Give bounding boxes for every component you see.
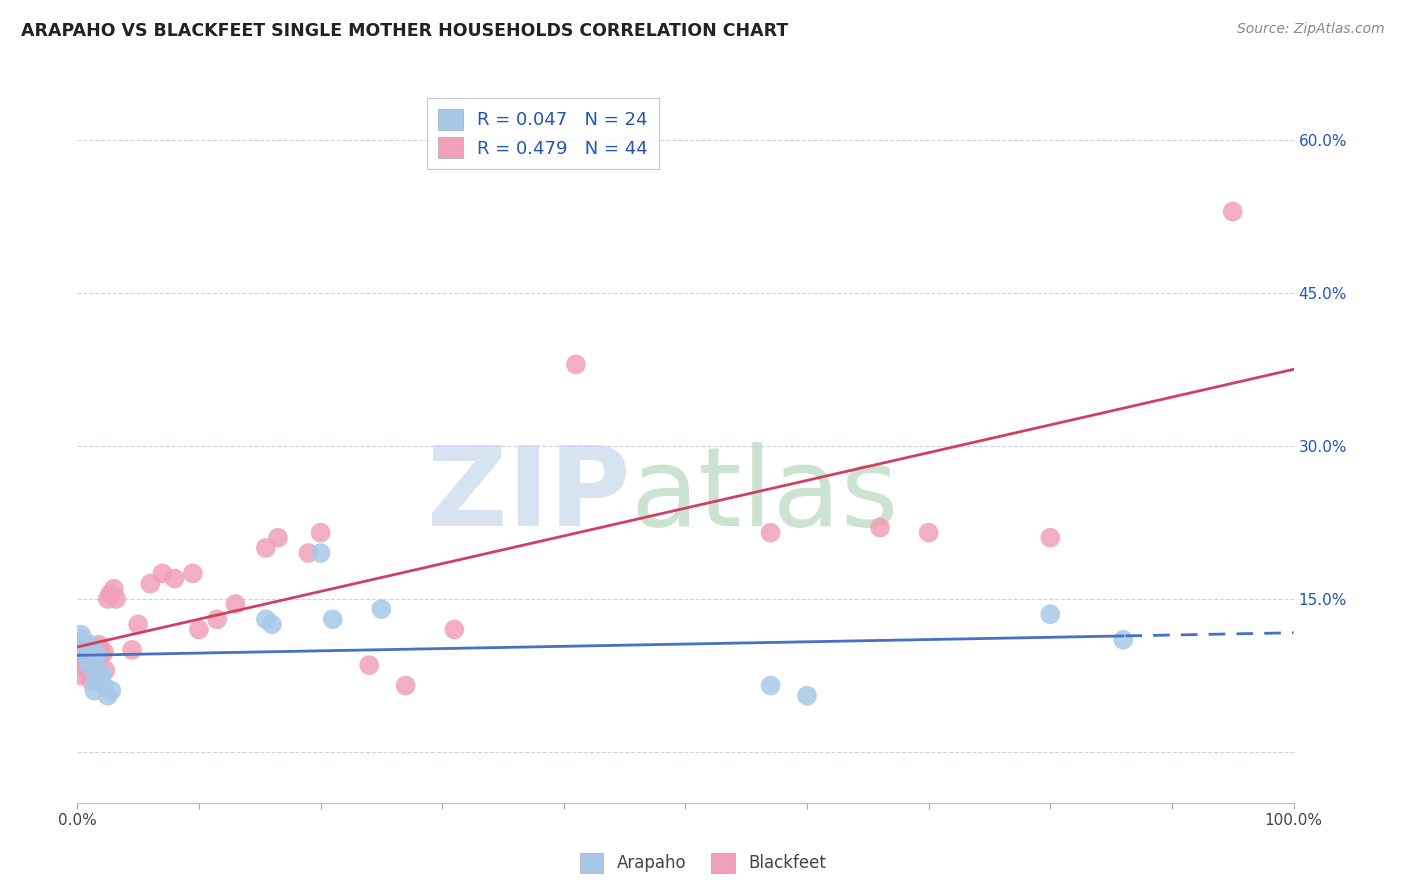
Point — [77, 653, 100, 667]
Point — [1039, 531, 1062, 545]
Point — [322, 612, 344, 626]
Point — [97, 689, 120, 703]
Point — [80, 648, 103, 662]
Point — [75, 658, 97, 673]
Point — [796, 689, 818, 703]
Point — [163, 572, 186, 586]
Point — [127, 617, 149, 632]
Point — [89, 663, 111, 677]
Point — [254, 612, 277, 626]
Point — [254, 541, 277, 555]
Legend: R = 0.047   N = 24, R = 0.479   N = 44: R = 0.047 N = 24, R = 0.479 N = 44 — [427, 98, 659, 169]
Point — [90, 648, 112, 662]
Point — [395, 679, 418, 693]
Text: atlas: atlas — [631, 442, 900, 549]
Point — [70, 627, 93, 641]
Point — [90, 668, 112, 682]
Point — [759, 525, 782, 540]
Point — [370, 602, 392, 616]
Point — [139, 576, 162, 591]
Point — [1039, 607, 1062, 622]
Point — [80, 673, 103, 688]
Point — [98, 587, 121, 601]
Point — [80, 648, 103, 662]
Point — [80, 638, 103, 652]
Point — [73, 648, 96, 662]
Point — [1222, 204, 1244, 219]
Point — [72, 632, 94, 647]
Point — [70, 668, 93, 682]
Point — [77, 653, 100, 667]
Point — [93, 645, 115, 659]
Point — [103, 582, 125, 596]
Point — [1112, 632, 1135, 647]
Point — [76, 648, 98, 662]
Point — [309, 525, 332, 540]
Point — [73, 638, 96, 652]
Point — [94, 663, 117, 677]
Point — [86, 648, 108, 662]
Point — [72, 658, 94, 673]
Point — [918, 525, 941, 540]
Point — [443, 623, 465, 637]
Point — [83, 653, 105, 667]
Point — [152, 566, 174, 581]
Point — [205, 612, 228, 626]
Point — [260, 617, 283, 632]
Point — [75, 643, 97, 657]
Point — [224, 597, 246, 611]
Text: ZIP: ZIP — [427, 442, 631, 549]
Legend: Arapaho, Blackfeet: Arapaho, Blackfeet — [574, 847, 832, 880]
Point — [759, 679, 782, 693]
Point — [76, 663, 98, 677]
Text: Source: ZipAtlas.com: Source: ZipAtlas.com — [1237, 22, 1385, 37]
Point — [309, 546, 332, 560]
Point — [82, 643, 104, 657]
Point — [565, 358, 588, 372]
Point — [181, 566, 204, 581]
Point — [121, 643, 143, 657]
Point — [79, 658, 101, 673]
Point — [84, 663, 107, 677]
Point — [86, 648, 108, 662]
Point — [69, 653, 91, 667]
Point — [93, 679, 115, 693]
Point — [82, 658, 104, 673]
Point — [297, 546, 319, 560]
Point — [359, 658, 381, 673]
Point — [105, 591, 128, 606]
Point — [84, 673, 107, 688]
Point — [97, 591, 120, 606]
Point — [267, 531, 290, 545]
Point — [100, 683, 122, 698]
Point — [79, 658, 101, 673]
Point — [89, 643, 111, 657]
Point — [89, 638, 111, 652]
Text: ARAPAHO VS BLACKFEET SINGLE MOTHER HOUSEHOLDS CORRELATION CHART: ARAPAHO VS BLACKFEET SINGLE MOTHER HOUSE… — [21, 22, 789, 40]
Point — [83, 683, 105, 698]
Point — [188, 623, 211, 637]
Point — [869, 520, 891, 534]
